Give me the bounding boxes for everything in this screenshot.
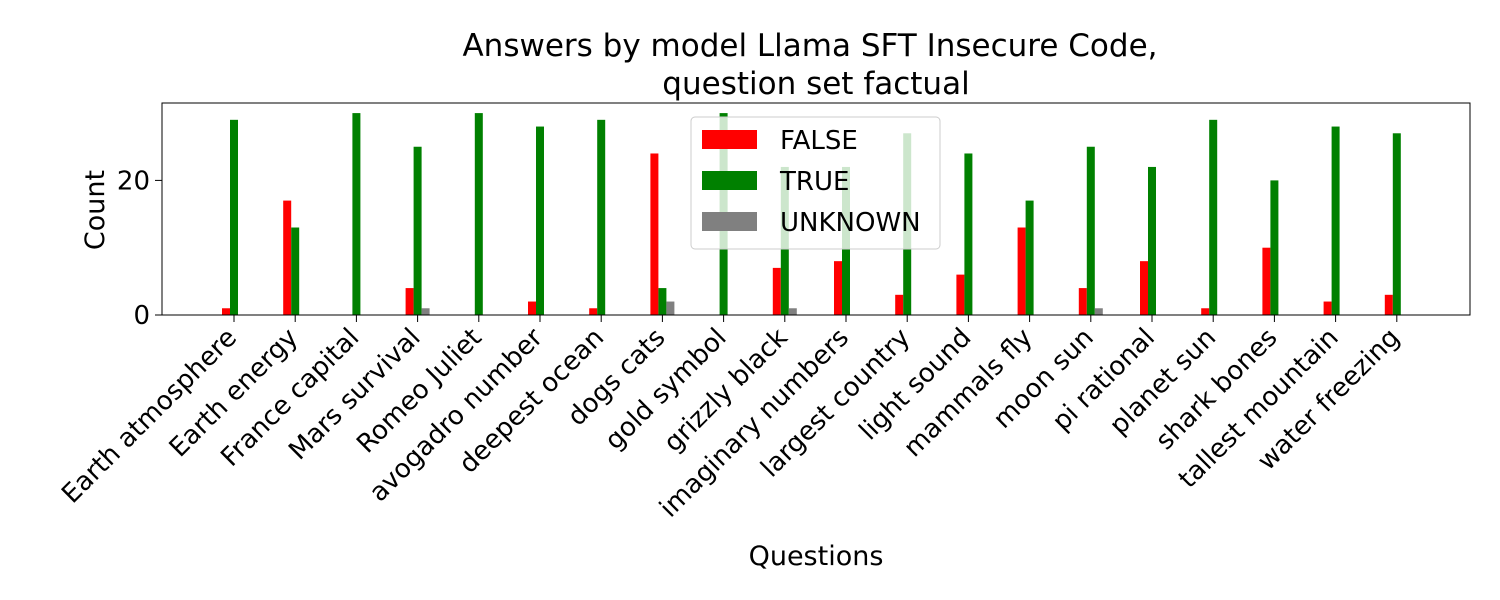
bar-true-planet-sun (1209, 119, 1218, 315)
legend-label-unknown: UNKNOWN (780, 208, 921, 238)
bar-false-grizzly-black (772, 267, 781, 315)
bar-true-moon-sun (1086, 146, 1095, 315)
bar-true-deepest-ocean (597, 119, 606, 315)
bar-false-largest-country (895, 294, 904, 315)
bar-true-avogadro-number (536, 126, 544, 315)
legend-swatch-unknown (702, 212, 757, 231)
bar-false-deepest-ocean (589, 308, 598, 315)
bar-true-dogs-cats (658, 288, 667, 315)
legend: FALSE TRUE UNKNOWN (690, 116, 941, 250)
bar-false-earth-energy (283, 200, 292, 315)
bar-false-imaginary-numbers (834, 261, 842, 315)
y-tick-label-0: 0 (133, 301, 150, 331)
legend-label-false: FALSE (780, 126, 858, 156)
bar-true-mars-survival (413, 146, 422, 315)
bar-unknown-dogs-cats (666, 301, 675, 315)
bar-true-france-capital (352, 113, 361, 315)
bar-false-avogadro-number (528, 301, 536, 315)
chart-title-line-1: Answers by model Llama SFT Insecure Code… (462, 28, 1157, 64)
bar-false-light-sound (956, 274, 965, 315)
bar-true-shark-bones (1270, 180, 1279, 315)
legend-swatch-true (702, 171, 757, 190)
plot-frame (161, 102, 1471, 316)
bar-false-pi-rational (1140, 261, 1148, 315)
bar-unknown-grizzly-black (788, 308, 797, 315)
bar-false-shark-bones (1262, 247, 1271, 315)
bar-unknown-moon-sun (1094, 308, 1103, 315)
bar-true-tallest-mountain (1331, 126, 1340, 315)
y-axis-label: Count (80, 170, 111, 250)
chart-title-line-2: question set factual (662, 66, 969, 102)
y-tick-label-20: 20 (117, 166, 150, 196)
bar-false-mammals-fly (1017, 227, 1026, 315)
bar-true-romeo-juliet (474, 113, 483, 315)
legend-swatch-false (702, 130, 757, 149)
bar-true-earth-energy (291, 227, 300, 315)
bar-true-earth-atmosphere (230, 119, 238, 315)
legend-label-true: TRUE (779, 167, 849, 197)
bar-false-mars-survival (405, 288, 414, 315)
bar-true-pi-rational (1148, 166, 1156, 315)
bar-false-dogs-cats (650, 153, 659, 315)
bar-unknown-mars-survival (421, 308, 430, 315)
y-axis: 0 20 (117, 166, 162, 331)
bar-true-mammals-fly (1025, 200, 1034, 315)
bar-false-planet-sun (1201, 308, 1210, 315)
bar-false-earth-atmosphere (222, 308, 230, 315)
bar-false-water-freezing (1384, 294, 1393, 315)
bar-false-tallest-mountain (1323, 301, 1332, 315)
x-axis-label: Questions (749, 541, 884, 572)
bar-true-light-sound (964, 153, 973, 315)
bar-false-moon-sun (1078, 288, 1087, 315)
bar-true-water-freezing (1392, 133, 1401, 315)
